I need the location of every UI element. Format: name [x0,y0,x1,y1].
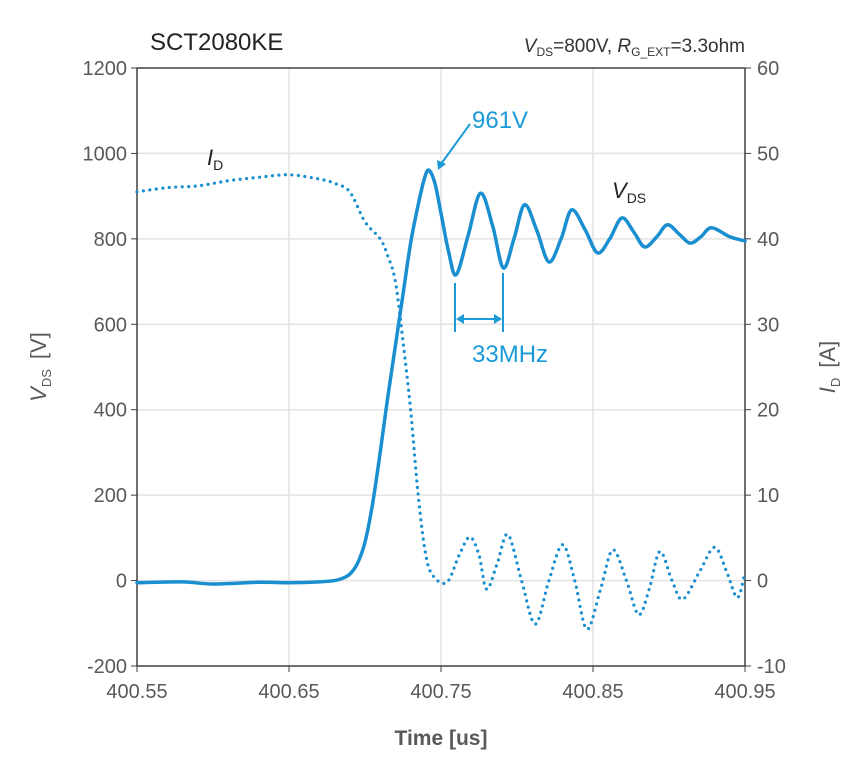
y-tick-label: 600 [94,314,127,336]
chart-subtitle: VDS=800V, RG_EXT=3.3ohm [524,36,745,59]
y-tick-label: 1200 [83,58,128,80]
y-tick-label: 200 [94,485,127,507]
y-tick-label: 400 [94,400,127,422]
series-vds-line [135,168,747,586]
peak-arrow [440,123,471,165]
id-series-label: ID [207,145,223,173]
series-id-line [135,173,747,631]
x-tick-label: 400.65 [258,681,319,703]
y-axis-label: VDS[V] [26,332,54,402]
y2-tick-label: -10 [757,656,786,678]
y-tick-label: 800 [94,229,127,251]
x-tick-label: 400.75 [410,681,471,703]
period-arrowhead-left [456,314,464,324]
y-tick-label: -200 [87,656,127,678]
freq-annotation: 33MHz [472,341,548,368]
period-arrowhead-right [494,314,502,324]
y2-tick-label: 10 [757,485,779,507]
y2-tick-label: 0 [757,571,768,593]
peak-arrowhead [437,160,446,170]
vds-series-label: VDS [612,178,646,206]
y-tick-label: 0 [116,571,127,593]
chart-title: SCT2080KE [150,29,283,56]
y-tick-label: 1000 [83,143,128,165]
y2-tick-label: 20 [757,400,779,422]
x-tick-label: 400.85 [562,681,623,703]
y2-tick-label: 60 [757,58,779,80]
y2-tick-label: 50 [757,143,779,165]
x-tick-label: 400.95 [714,681,775,703]
y2-axis-label: ID[A] [815,341,843,393]
peak-annotation: 961V [472,107,528,134]
y2-tick-label: 30 [757,314,779,336]
x-tick-label: 400.55 [106,681,167,703]
x-axis-label: Time [us] [395,727,488,750]
y2-tick-label: 40 [757,229,779,251]
